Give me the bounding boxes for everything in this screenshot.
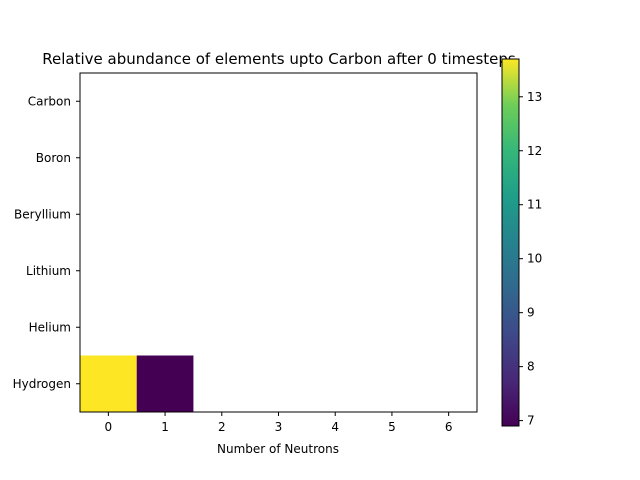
colorbar xyxy=(501,58,520,427)
colorbar-tick-label-7: 7 xyxy=(527,414,535,428)
x-tick-label-4: 4 xyxy=(331,420,339,434)
x-tick-label-5: 5 xyxy=(388,420,396,434)
y-tick-label-beryllium: Beryllium xyxy=(14,207,71,221)
y-axis-ticks: Hydrogen Helium Lithium Beryllium Boron Carbo… xyxy=(13,94,80,391)
colorbar-tick-label-9: 9 xyxy=(527,306,535,320)
colorbar-ticks: 7 8 9 10 11 12 13 xyxy=(519,90,542,428)
x-axis-label: Number of Neutrons xyxy=(217,442,339,456)
x-tick-label-3: 3 xyxy=(275,420,283,434)
x-axis-ticks: 0 1 2 3 4 5 6 xyxy=(105,412,453,434)
y-tick-label-lithium: Lithium xyxy=(26,264,71,278)
heatmap-cells xyxy=(80,355,194,412)
x-tick-label-1: 1 xyxy=(161,420,169,434)
y-tick-label-boron: Boron xyxy=(36,151,71,165)
heatmap-cell-hydrogen-0 xyxy=(80,355,137,412)
y-tick-label-helium: Helium xyxy=(29,320,71,334)
colorbar-tick-label-11: 11 xyxy=(527,198,542,212)
colorbar-tick-label-10: 10 xyxy=(527,252,542,266)
heatmap-cell-hydrogen-1 xyxy=(136,355,194,412)
x-tick-label-6: 6 xyxy=(445,420,453,434)
colorbar-tick-label-8: 8 xyxy=(527,360,535,374)
chart-title: Relative abundance of elements upto Carb… xyxy=(42,50,516,68)
colorbar-tick-label-13: 13 xyxy=(527,90,542,104)
colorbar-tick-label-12: 12 xyxy=(527,144,542,158)
x-tick-label-2: 2 xyxy=(218,420,226,434)
y-tick-label-hydrogen: Hydrogen xyxy=(13,377,71,391)
x-tick-label-0: 0 xyxy=(105,420,113,434)
y-tick-label-carbon: Carbon xyxy=(28,94,71,108)
